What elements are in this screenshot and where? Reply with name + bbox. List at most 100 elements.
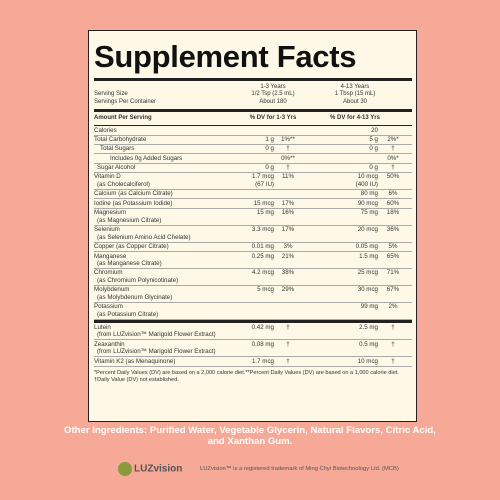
serving-labels: Serving Size Servings Per Container bbox=[94, 84, 244, 106]
amount: 1 g bbox=[244, 136, 274, 144]
serving-size-label: Serving Size bbox=[94, 91, 128, 98]
daily-value: † bbox=[274, 145, 302, 153]
nutrient-row: Total Carbohydrate 1 g 1%** 5 g 2%* bbox=[94, 136, 412, 145]
daily-value: 0%** bbox=[274, 155, 302, 163]
supplement-label: Supplement Facts Serving Size Servings P… bbox=[88, 30, 417, 422]
amount: 2.5 mg bbox=[302, 324, 378, 339]
nutrient-name-cell: Calcium (as Calcium Citrate) bbox=[94, 190, 244, 198]
nutrient-name-cell: Magnesium (as Magnesium Citrate) bbox=[94, 209, 244, 224]
amount-value: 15 mg bbox=[256, 209, 274, 217]
daily-value: 0%* bbox=[378, 155, 408, 163]
amount-value: 5 g bbox=[369, 135, 378, 143]
logo: LUZvision bbox=[118, 462, 182, 476]
daily-value: 38% bbox=[274, 269, 302, 284]
daily-value: 50% bbox=[378, 173, 408, 188]
nutrient-name: Molybdenum bbox=[94, 286, 130, 294]
nutrient-row: Vitamin D (as Cholecalciferol) 1.7 mcg (67 … bbox=[94, 173, 412, 191]
nutrient-name-cell: Calories bbox=[94, 127, 244, 135]
nutrient-source: (as Chromium Polynicotinate) bbox=[97, 277, 179, 285]
dv-value: 0%** bbox=[281, 154, 295, 162]
size: 1/2 Tsp (2.5 mL) bbox=[251, 91, 295, 98]
nutrient-name-cell: Sugar Alcohol bbox=[94, 164, 244, 172]
nutrient-row: Calcium (as Calcium Citrate) 80 mg 6% bbox=[94, 190, 412, 200]
footnote: *Percent Daily Values (DV) are based on … bbox=[94, 369, 399, 376]
dv-value: † bbox=[286, 164, 290, 172]
daily-value: 60% bbox=[378, 200, 408, 208]
amount: 0.5 mg bbox=[302, 341, 378, 356]
nutrient-source: (as Potassium Citrate) bbox=[97, 311, 159, 319]
amount: 75 mg bbox=[302, 209, 378, 224]
nutrient-name: Vitamin D bbox=[94, 173, 121, 181]
nutrient-source: (as Manganese Citrate) bbox=[97, 260, 162, 268]
amount: 0 g bbox=[244, 145, 274, 153]
nutrient-row: Molybdenum (as Molybdenum Glycinate) 5 mcg… bbox=[94, 286, 412, 304]
nutrient-name: Calories bbox=[94, 126, 117, 134]
amount-value: 0.05 mg bbox=[355, 243, 378, 251]
nutrient-row: Copper (as Copper Citrate) 0.01 mg 3% 0.05 … bbox=[94, 243, 412, 253]
amount-value: 80 mg bbox=[360, 190, 378, 198]
nutrient-source: (as Molybdenum Glycinate) bbox=[97, 294, 173, 302]
amount: 20 bbox=[302, 127, 378, 135]
divider bbox=[94, 125, 412, 127]
age: 4-13 Years bbox=[340, 84, 370, 90]
daily-value: † bbox=[378, 145, 408, 153]
nutrient-row: Manganese (as Manganese Citrate) 0.25 mg 21… bbox=[94, 252, 412, 270]
daily-value: † bbox=[378, 164, 408, 172]
amount-value: 1.5 mg bbox=[359, 252, 378, 260]
dv-value: 29% bbox=[281, 286, 295, 294]
daily-value: 11% bbox=[274, 173, 302, 188]
amount: 5 mcg bbox=[244, 286, 274, 301]
amount: 0 g bbox=[244, 164, 274, 172]
amount bbox=[302, 155, 378, 163]
count: About 180 bbox=[259, 98, 287, 105]
amount-value: 99 mg bbox=[360, 303, 378, 311]
daily-value bbox=[378, 127, 408, 135]
divider bbox=[94, 319, 412, 323]
nutrient-name-cell: Zeaxanthin (from LUZvision™ Marigold Flow… bbox=[94, 341, 244, 356]
daily-value: 5% bbox=[378, 243, 408, 251]
nutrient-name: Selenium bbox=[94, 226, 120, 234]
nutrient-name-cell: Manganese (as Manganese Citrate) bbox=[94, 253, 244, 268]
amount: 1.7 mcg (67 IU) bbox=[244, 173, 274, 188]
amount bbox=[244, 127, 274, 135]
amount: 30 mcg bbox=[302, 286, 378, 301]
daily-value: 71% bbox=[378, 269, 408, 284]
table-header: Amount Per Serving % DV for 1-3 Yrs % DV… bbox=[94, 112, 412, 125]
dv-value: † bbox=[391, 357, 395, 365]
nutrient-name-cell: Copper (as Copper Citrate) bbox=[94, 243, 244, 251]
amount bbox=[244, 303, 274, 318]
nutrient-row: Iodine (as Potassium Iodide) 15 mcg 17% 90 … bbox=[94, 199, 412, 209]
dv-value: 0%* bbox=[387, 154, 399, 162]
nutrient-row: Magnesium (as Magnesium Citrate) 15 mg 16% 7… bbox=[94, 209, 412, 226]
amount-value: 75 mg bbox=[360, 209, 378, 217]
footnote: †Daily Value (DV) not established. bbox=[94, 376, 179, 383]
spacer bbox=[94, 84, 244, 91]
age: 1-3 Years bbox=[260, 84, 286, 90]
nutrient-source: (from LUZvision™ Marigold Flower Extract… bbox=[97, 331, 216, 339]
amount: 0.05 mg bbox=[302, 243, 378, 251]
amount: 3.3 mcg bbox=[244, 226, 274, 241]
dv-value: 67% bbox=[386, 286, 400, 294]
daily-value: † bbox=[378, 324, 408, 339]
nutrient-row: Total Sugars 0 g † 0 g † bbox=[94, 145, 412, 155]
dv-value: 2% bbox=[388, 303, 398, 311]
amount-value: 1.7 mcg bbox=[251, 173, 274, 181]
dv-value: 36% bbox=[386, 226, 400, 234]
daily-value: † bbox=[378, 358, 408, 366]
servings-label: Servings Per Container bbox=[94, 98, 157, 105]
daily-value: 3% bbox=[274, 243, 302, 251]
daily-value: 17% bbox=[274, 226, 302, 241]
nutrient-name: Vitamin K2 (as Menaquinone) bbox=[94, 357, 176, 365]
amount-value: 0 g bbox=[369, 145, 378, 153]
dv-value: 3% bbox=[283, 243, 293, 251]
dv-value: † bbox=[391, 164, 395, 172]
daily-value: † bbox=[378, 341, 408, 356]
header-cell: % DV for 4-13 Yrs bbox=[330, 115, 380, 122]
nutrient-name: Potassium bbox=[94, 303, 123, 311]
amount-value: 0.42 mg bbox=[251, 323, 274, 331]
amount: 99 mg bbox=[302, 303, 378, 318]
amount: 1.7 mcg bbox=[244, 358, 274, 366]
daily-value: † bbox=[274, 164, 302, 172]
nutrient-row: Vitamin K2 (as Menaquinone) 1.7 mcg † 10 mc… bbox=[94, 357, 412, 367]
nutrient-name-cell: Includes 0g Added Sugars bbox=[94, 155, 244, 163]
